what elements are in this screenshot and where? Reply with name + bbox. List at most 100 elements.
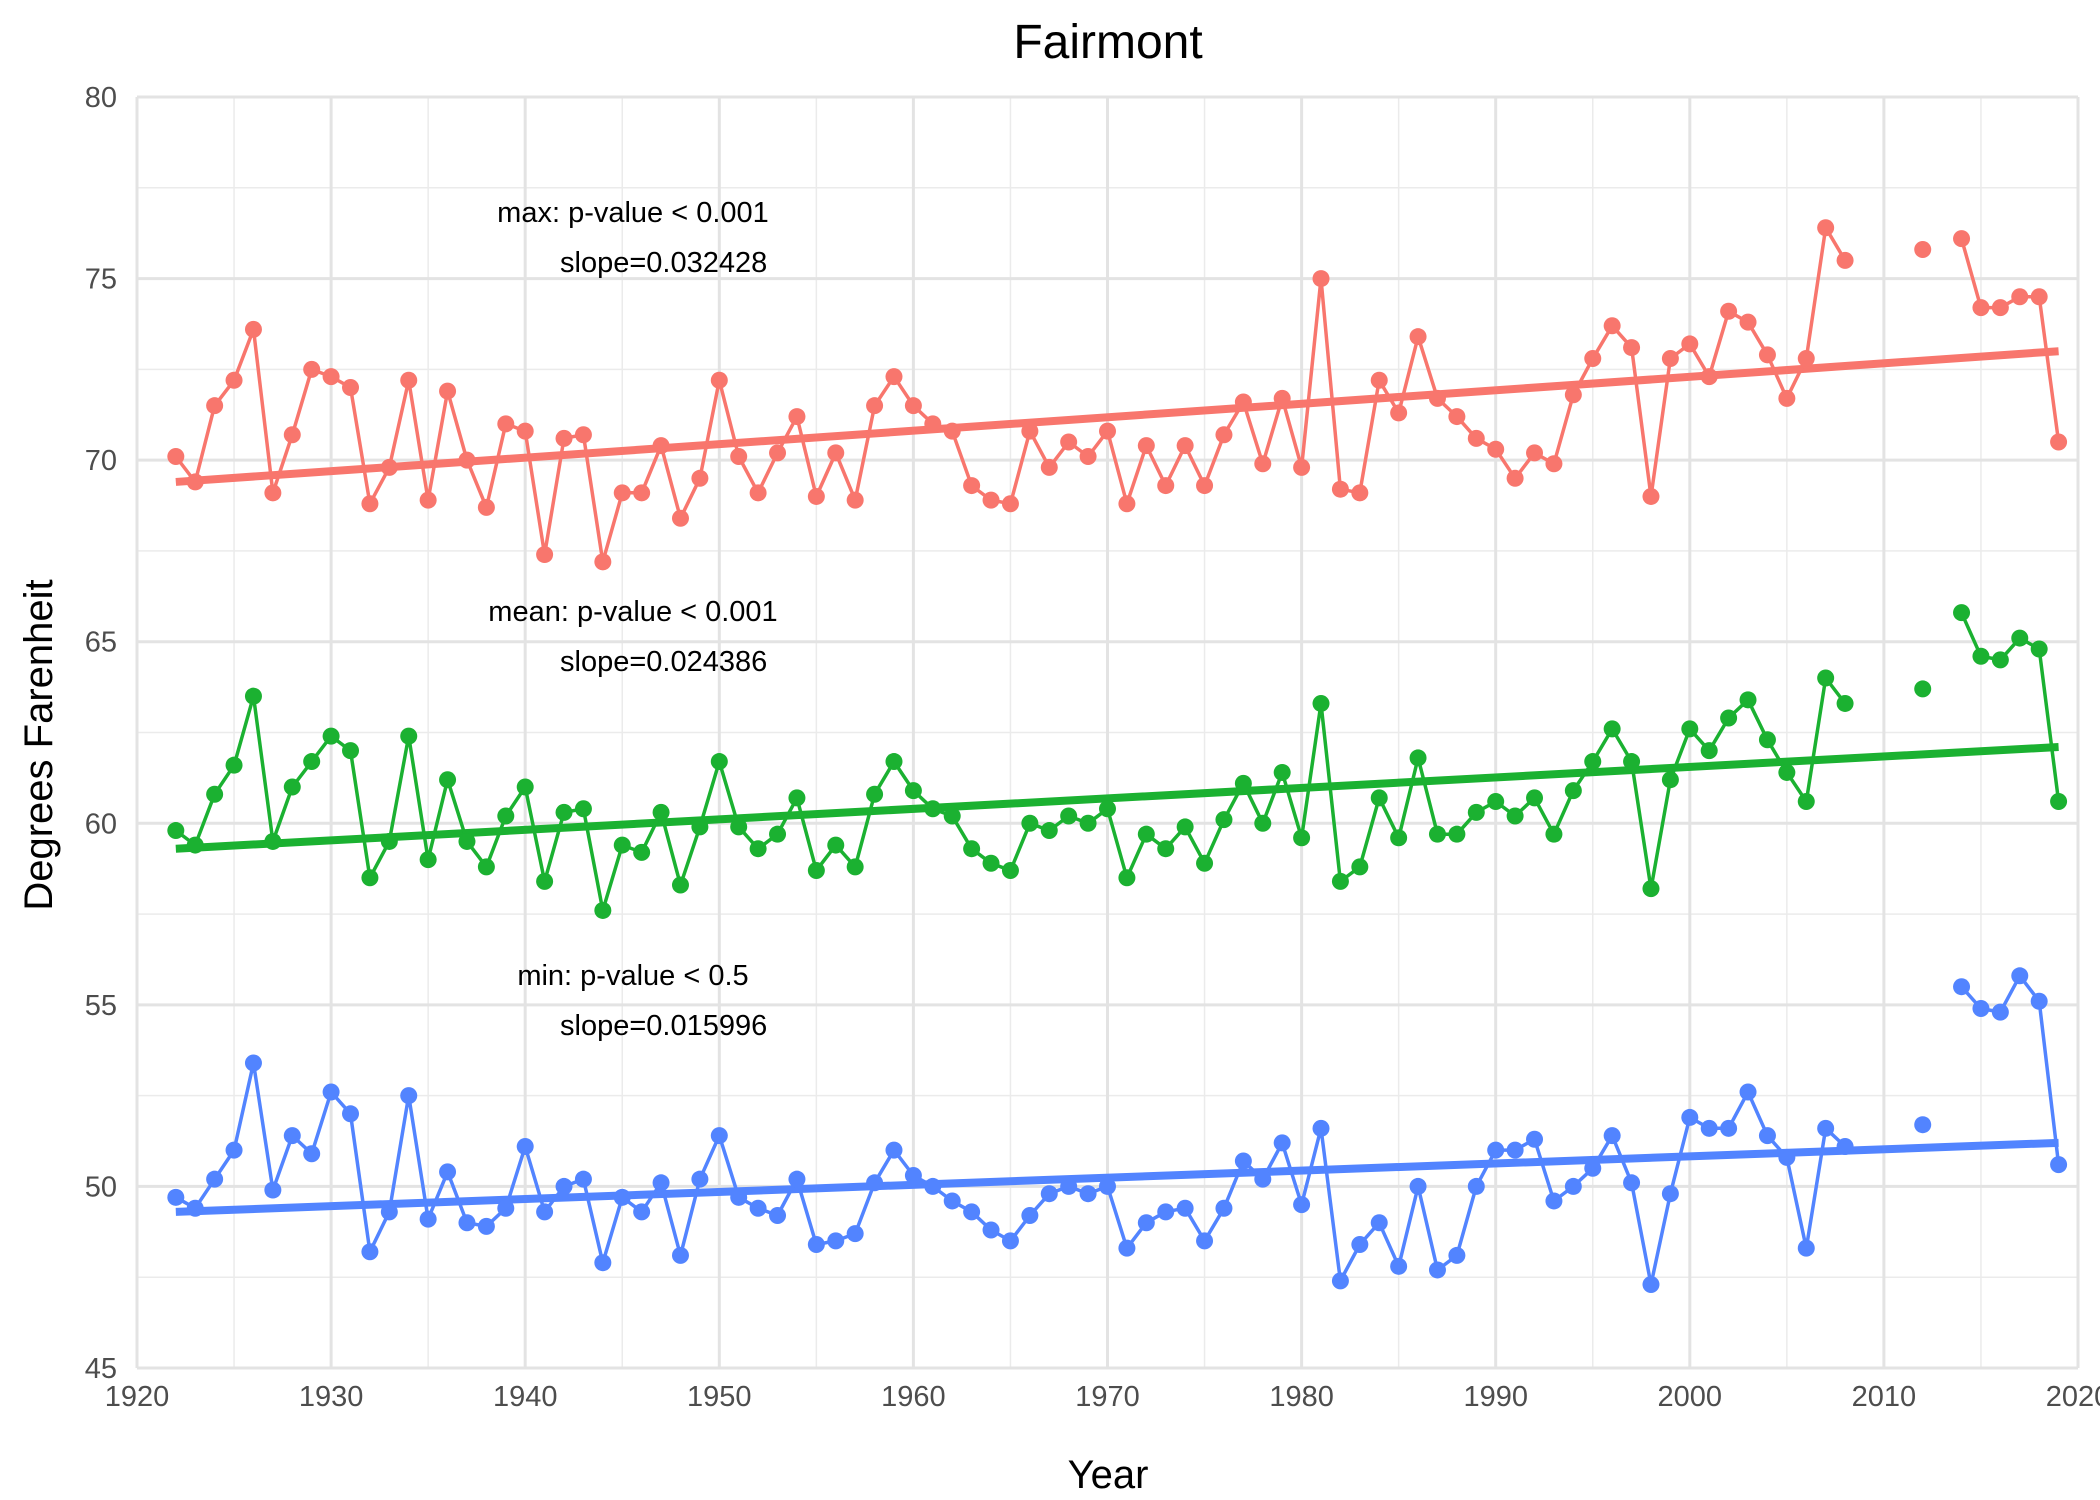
data-point — [244, 687, 262, 705]
annotation-pvalue: mean: p-value < 0.001 — [488, 596, 777, 628]
data-point — [167, 1188, 185, 1206]
data-point — [1526, 789, 1544, 807]
data-point — [827, 1232, 845, 1250]
data-point — [2050, 1156, 2068, 1174]
data-point — [1157, 1203, 1175, 1221]
data-point — [264, 484, 282, 502]
data-point — [497, 807, 515, 825]
data-point — [924, 415, 942, 433]
data-point — [924, 1177, 942, 1195]
data-point — [982, 491, 1000, 509]
data-point — [691, 818, 709, 836]
data-point — [186, 1199, 204, 1217]
data-point — [1370, 789, 1388, 807]
data-point — [1953, 978, 1971, 996]
data-point — [1758, 731, 1776, 749]
data-point — [710, 753, 728, 771]
data-point — [963, 477, 981, 495]
data-point — [2030, 640, 2048, 658]
data-point — [730, 818, 748, 836]
data-point — [303, 753, 321, 771]
data-point — [1720, 1119, 1738, 1137]
data-point — [1273, 389, 1291, 407]
data-point — [846, 1225, 864, 1243]
data-point — [1700, 368, 1718, 386]
data-point — [1972, 647, 1990, 665]
data-point — [1661, 771, 1679, 789]
data-point — [1370, 1214, 1388, 1232]
data-point — [613, 836, 631, 854]
data-point — [400, 727, 418, 745]
data-point — [342, 742, 360, 760]
data-point — [380, 832, 398, 850]
data-point — [866, 1174, 884, 1192]
data-point — [943, 807, 961, 825]
data-point — [1642, 1275, 1660, 1293]
data-point — [342, 379, 360, 397]
data-point — [1584, 1159, 1602, 1177]
data-point — [1390, 829, 1408, 847]
data-point — [1409, 749, 1427, 767]
y-tick-label: 80 — [85, 82, 117, 114]
data-point — [1700, 1119, 1718, 1137]
data-point — [1526, 444, 1544, 462]
data-point — [749, 1199, 767, 1217]
data-point — [283, 426, 301, 444]
data-point — [1099, 1177, 1116, 1195]
data-point — [1914, 680, 1932, 698]
data-point — [1021, 814, 1039, 832]
data-point — [710, 371, 728, 389]
data-point — [982, 854, 1000, 872]
data-point — [400, 371, 418, 389]
data-point — [807, 1236, 825, 1254]
chart-title: Fairmont — [1013, 16, 1202, 69]
data-point — [613, 484, 631, 502]
data-point — [206, 1170, 224, 1188]
data-point — [1991, 651, 2009, 669]
annotation-slope: slope=0.024386 — [560, 646, 767, 678]
data-point — [1817, 219, 1835, 237]
data-point — [807, 487, 825, 505]
data-point — [2050, 433, 2068, 451]
data-point — [594, 901, 612, 919]
data-point — [1312, 694, 1330, 712]
data-point — [225, 371, 243, 389]
data-point — [1603, 1127, 1621, 1145]
data-point — [1196, 477, 1214, 495]
data-point — [885, 753, 903, 771]
data-point — [1176, 818, 1194, 836]
x-tick-label: 2000 — [1658, 1381, 1723, 1413]
data-point — [1273, 1134, 1291, 1152]
data-point — [1972, 999, 1990, 1017]
data-point — [1234, 1152, 1252, 1170]
data-point — [1914, 241, 1932, 259]
data-point — [1739, 1083, 1757, 1101]
x-axis-title: Year — [1068, 1453, 1149, 1497]
data-point — [1254, 1170, 1272, 1188]
data-point — [283, 1127, 301, 1145]
data-point — [477, 858, 495, 876]
data-point — [1681, 1108, 1699, 1126]
data-point — [1254, 455, 1272, 473]
data-point — [1118, 495, 1136, 513]
data-point — [943, 422, 961, 440]
data-point — [1099, 422, 1116, 440]
data-point — [1564, 782, 1582, 800]
data-point — [1001, 1232, 1019, 1250]
y-tick-label: 75 — [85, 264, 117, 296]
data-point — [1545, 1192, 1563, 1210]
data-point — [1390, 1257, 1408, 1275]
data-point — [322, 368, 340, 386]
data-point — [497, 415, 515, 433]
annotation-slope: slope=0.032428 — [560, 247, 767, 279]
data-point — [1215, 811, 1233, 829]
data-point — [1467, 429, 1485, 447]
data-point — [536, 872, 554, 890]
data-point — [322, 1083, 340, 1101]
data-point — [536, 1203, 554, 1221]
data-point — [322, 727, 340, 745]
data-point — [206, 397, 224, 415]
plot-marks — [167, 219, 2068, 1293]
data-point — [749, 840, 767, 858]
